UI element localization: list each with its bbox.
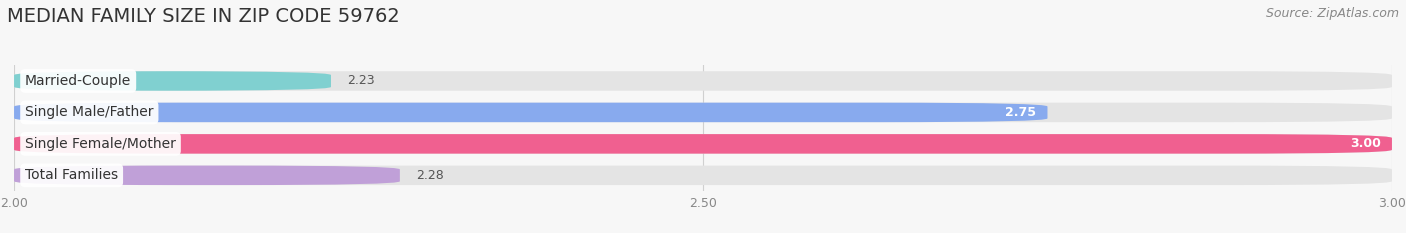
FancyBboxPatch shape <box>14 166 1392 185</box>
Text: 2.75: 2.75 <box>1005 106 1036 119</box>
Text: Source: ZipAtlas.com: Source: ZipAtlas.com <box>1265 7 1399 20</box>
Text: Single Female/Mother: Single Female/Mother <box>25 137 176 151</box>
Text: Single Male/Father: Single Male/Father <box>25 105 153 120</box>
FancyBboxPatch shape <box>14 103 1392 122</box>
FancyBboxPatch shape <box>14 134 1392 154</box>
Text: Married-Couple: Married-Couple <box>25 74 131 88</box>
Text: 2.28: 2.28 <box>416 169 444 182</box>
FancyBboxPatch shape <box>14 134 1392 154</box>
FancyBboxPatch shape <box>14 166 399 185</box>
Text: 2.23: 2.23 <box>347 75 375 87</box>
Text: Total Families: Total Families <box>25 168 118 182</box>
FancyBboxPatch shape <box>14 103 1047 122</box>
Text: MEDIAN FAMILY SIZE IN ZIP CODE 59762: MEDIAN FAMILY SIZE IN ZIP CODE 59762 <box>7 7 399 26</box>
FancyBboxPatch shape <box>14 71 330 91</box>
Text: 3.00: 3.00 <box>1350 137 1381 150</box>
FancyBboxPatch shape <box>14 71 1392 91</box>
